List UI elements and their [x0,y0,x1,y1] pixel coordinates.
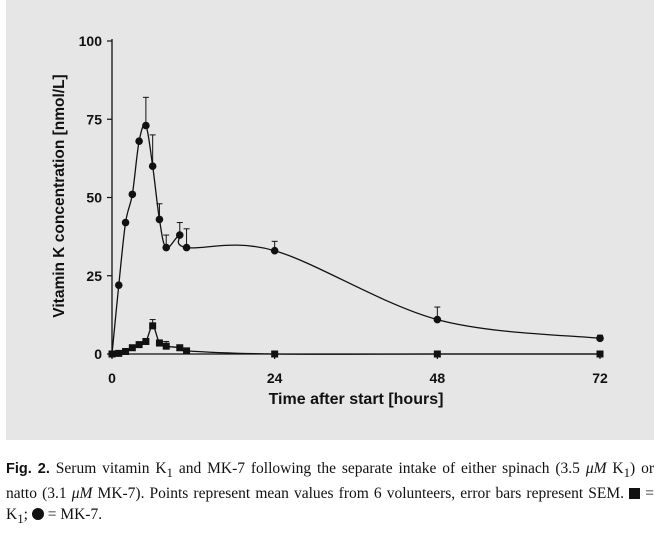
data-point-circle [162,243,171,252]
x-tick-label: 48 [430,370,446,386]
data-point-square [162,342,170,350]
caption-legend-k1: = K [6,485,654,524]
data-point-square [128,344,136,352]
axes: 0 25 50 75 100 0 24 48 72 [79,33,608,386]
data-point-square [149,322,157,330]
data-point-circle [142,121,150,130]
x-tick-label: 0 [108,370,116,386]
data-point-square [433,350,441,358]
data-point-square [135,341,143,349]
series-line-circle [111,123,601,355]
x-axis-label: Time after start [hours] [269,391,444,408]
data-point-square [183,347,191,355]
series-curves [111,123,601,355]
data-point-square [596,350,604,358]
data-point-circle [270,246,279,255]
data-point-circle [596,334,604,343]
data-point-circle [182,243,191,252]
data-point-circle [128,190,137,199]
data-point-square [271,350,279,358]
data-point-square [142,337,150,345]
x-tick-label: 24 [267,370,283,386]
caption-legend-sep: ; [23,506,32,524]
data-markers [108,121,604,358]
data-point-circle [114,281,123,289]
caption-subscript-k1: 1 [166,465,173,481]
y-tick-label: 50 [86,190,102,206]
data-point-square [176,344,184,352]
data-point-square [155,339,163,347]
caption-text-2: and MK-7 following the separate intake o… [173,460,586,477]
x-tick-label: 72 [592,370,608,386]
data-point-square [108,350,116,358]
data-point-circle [121,218,130,227]
figure-caption: Fig. 2. Serum vitamin K1 and MK-7 follow… [6,458,654,529]
data-point-circle [433,315,442,324]
figure-label: Fig. 2. [6,461,50,477]
y-tick-label: 0 [94,346,102,362]
data-point-circle [148,162,157,170]
data-point-square [122,347,130,355]
caption-legend-k1-sub: 1 [17,511,24,527]
caption-unit-2: μM [71,485,93,503]
caption-text-1: Serum vitamin K [49,460,167,477]
y-tick-label: 25 [86,268,102,284]
error-bars [142,96,603,347]
square-marker-icon [629,488,641,500]
caption-subscript-k1-2: 1 [623,465,631,481]
data-point-circle [135,137,143,145]
data-point-square [115,349,123,357]
chart: 0 25 50 75 100 0 24 48 72 Vitamin K concentratio… [51,33,608,408]
y-tick-label: 75 [86,111,102,127]
y-tick-label: 100 [79,33,103,49]
y-axis-label: Vitamin K concentration [nmol/L] [51,74,68,317]
caption-legend-mk7: = MK-7. [43,506,103,524]
caption-text-3: K [606,460,624,477]
data-point-circle [175,231,184,239]
data-point-circle [155,215,164,224]
caption-text-5: MK-7). Points represent mean values from… [92,485,630,503]
figure-panel: 0 25 50 75 100 0 24 48 72 Vitamin K concentratio… [6,0,654,440]
caption-text-4: ) or natto (3.1 [6,460,654,503]
caption-unit-1: μM [585,460,607,477]
circle-marker-icon [31,508,44,521]
